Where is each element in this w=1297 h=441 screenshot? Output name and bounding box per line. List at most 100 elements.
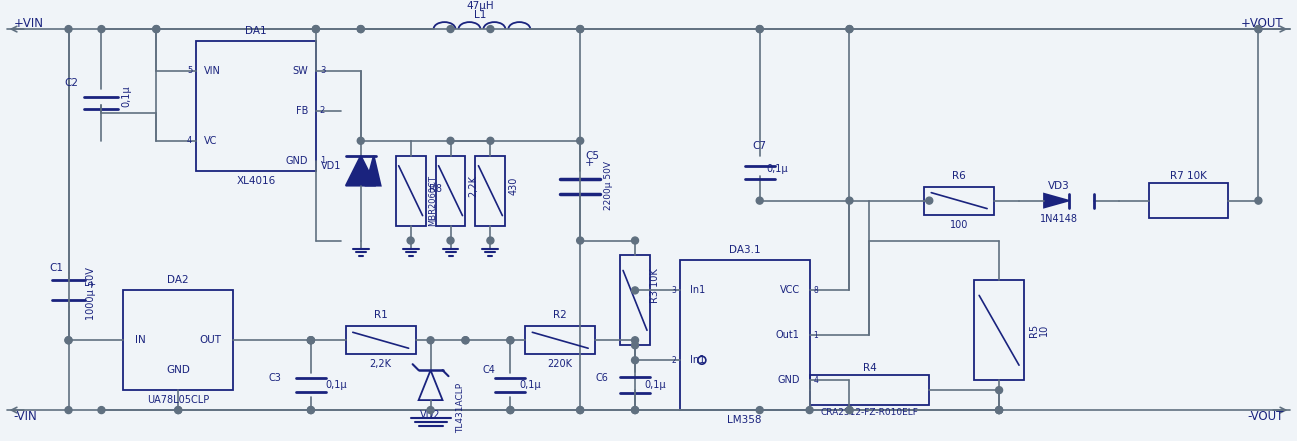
Circle shape bbox=[632, 407, 638, 414]
Polygon shape bbox=[366, 156, 381, 186]
Circle shape bbox=[175, 407, 182, 414]
Text: +: + bbox=[585, 158, 594, 168]
Circle shape bbox=[926, 197, 933, 204]
Circle shape bbox=[307, 337, 314, 344]
Bar bbox=[476, 156, 506, 225]
Circle shape bbox=[632, 407, 638, 414]
Bar bbox=[196, 41, 316, 171]
Text: SW: SW bbox=[292, 66, 307, 76]
Circle shape bbox=[313, 26, 319, 33]
Text: +VIN: +VIN bbox=[14, 17, 44, 30]
Text: UA78L05CLP: UA78L05CLP bbox=[147, 395, 209, 405]
Text: C4: C4 bbox=[482, 365, 495, 375]
Circle shape bbox=[632, 237, 638, 244]
Text: VC: VC bbox=[204, 136, 218, 146]
Text: C1: C1 bbox=[49, 263, 64, 273]
Text: R4: R4 bbox=[863, 363, 877, 373]
Circle shape bbox=[507, 407, 514, 414]
Text: VIN: VIN bbox=[204, 66, 220, 76]
Circle shape bbox=[153, 26, 160, 33]
Text: 430: 430 bbox=[508, 176, 519, 195]
Text: +VOUT: +VOUT bbox=[1241, 17, 1283, 30]
Text: C5: C5 bbox=[585, 151, 599, 161]
Circle shape bbox=[307, 337, 314, 344]
Circle shape bbox=[996, 407, 1003, 414]
Circle shape bbox=[577, 237, 584, 244]
Circle shape bbox=[507, 337, 514, 344]
Text: 0,1µ: 0,1µ bbox=[326, 380, 346, 390]
Text: MBR2060CT: MBR2060CT bbox=[428, 175, 437, 226]
Circle shape bbox=[846, 407, 853, 414]
Circle shape bbox=[407, 237, 414, 244]
Text: 2: 2 bbox=[671, 356, 676, 365]
Circle shape bbox=[846, 197, 853, 204]
Text: C7: C7 bbox=[752, 141, 767, 151]
Polygon shape bbox=[1044, 194, 1069, 208]
Text: IN: IN bbox=[135, 335, 147, 345]
Text: 4: 4 bbox=[187, 136, 192, 145]
Text: L1: L1 bbox=[475, 10, 486, 20]
Circle shape bbox=[996, 387, 1003, 394]
Circle shape bbox=[846, 26, 853, 33]
Text: GND: GND bbox=[166, 365, 191, 375]
Circle shape bbox=[65, 337, 73, 344]
Circle shape bbox=[756, 26, 763, 33]
Bar bbox=[925, 187, 994, 215]
Text: R3 10K: R3 10K bbox=[650, 268, 660, 303]
Circle shape bbox=[577, 407, 584, 414]
Text: VD1: VD1 bbox=[320, 161, 341, 171]
Circle shape bbox=[307, 407, 314, 414]
Circle shape bbox=[357, 26, 364, 33]
Circle shape bbox=[577, 26, 584, 33]
Text: 3: 3 bbox=[320, 67, 326, 75]
Circle shape bbox=[65, 407, 73, 414]
Bar bbox=[396, 156, 425, 225]
Text: OUT: OUT bbox=[200, 335, 220, 345]
Text: 10: 10 bbox=[1039, 324, 1049, 336]
Bar bbox=[436, 156, 466, 225]
Bar bbox=[974, 280, 1025, 380]
Circle shape bbox=[447, 26, 454, 33]
Text: CRA2512-FZ-R010ELF: CRA2512-FZ-R010ELF bbox=[821, 407, 918, 417]
Text: FB: FB bbox=[296, 106, 307, 116]
Text: Out1: Out1 bbox=[776, 330, 800, 340]
Text: GND: GND bbox=[285, 156, 307, 166]
Text: 8: 8 bbox=[813, 286, 818, 295]
Circle shape bbox=[507, 337, 514, 344]
Circle shape bbox=[447, 137, 454, 144]
Polygon shape bbox=[346, 156, 376, 186]
Circle shape bbox=[99, 26, 105, 33]
Text: 0,1µ: 0,1µ bbox=[645, 380, 665, 390]
Circle shape bbox=[632, 337, 638, 344]
Bar bbox=[809, 375, 929, 405]
Text: 47µH: 47µH bbox=[467, 1, 494, 11]
Text: 1: 1 bbox=[320, 156, 326, 165]
Circle shape bbox=[756, 407, 763, 414]
Circle shape bbox=[756, 26, 763, 33]
Circle shape bbox=[447, 237, 454, 244]
Circle shape bbox=[632, 357, 638, 364]
Circle shape bbox=[996, 407, 1003, 414]
Bar bbox=[1149, 183, 1228, 218]
Circle shape bbox=[307, 407, 314, 414]
Circle shape bbox=[1255, 26, 1262, 33]
Text: 0,1µ: 0,1µ bbox=[122, 85, 131, 107]
Text: R2: R2 bbox=[554, 310, 567, 320]
Bar bbox=[525, 326, 595, 354]
Text: R7 10K: R7 10K bbox=[1170, 171, 1208, 181]
Text: C6: C6 bbox=[595, 373, 608, 383]
Text: -VOUT: -VOUT bbox=[1246, 410, 1283, 422]
Circle shape bbox=[846, 26, 853, 33]
Text: 0,1µ: 0,1µ bbox=[767, 164, 789, 174]
Circle shape bbox=[486, 137, 494, 144]
Text: 2,2K: 2,2K bbox=[370, 359, 392, 369]
Circle shape bbox=[1255, 197, 1262, 204]
Text: VCC: VCC bbox=[779, 285, 800, 295]
Text: 4: 4 bbox=[813, 376, 818, 385]
Circle shape bbox=[1255, 26, 1262, 33]
Circle shape bbox=[357, 137, 364, 144]
Circle shape bbox=[846, 407, 853, 414]
Text: VD2: VD2 bbox=[420, 410, 441, 420]
Circle shape bbox=[313, 26, 319, 33]
Text: R8: R8 bbox=[428, 183, 441, 194]
